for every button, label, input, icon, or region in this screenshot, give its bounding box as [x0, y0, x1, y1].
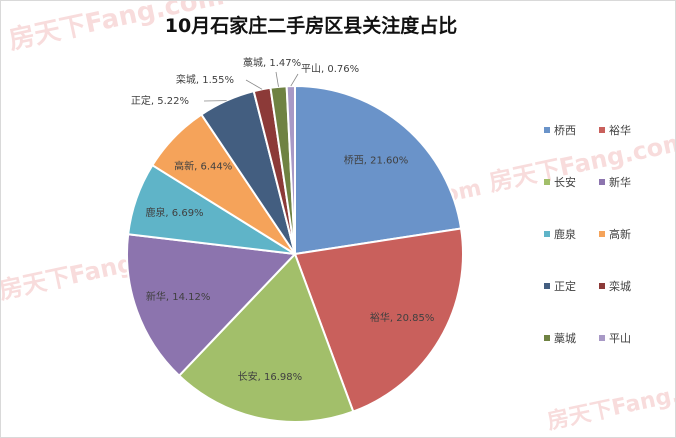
data-label-7: 正定, 5.22%	[131, 94, 189, 107]
legend-swatch-5	[544, 231, 550, 237]
legend-swatch-8	[599, 283, 605, 289]
legend-label-9: 藁城	[554, 332, 576, 345]
legend-swatch-2	[599, 127, 605, 133]
watermark-1: 房天下Fang.com	[486, 127, 675, 196]
legend-swatch-9	[544, 335, 550, 341]
chart-title: 10月石家庄二手房区县关注度占比	[164, 15, 458, 37]
legend-label-5: 鹿泉	[554, 227, 576, 241]
data-label-2: 裕华, 20.85%	[370, 311, 435, 324]
leader-line-10	[290, 73, 299, 87]
legend-label-2: 裕华	[609, 123, 631, 137]
legend-swatch-6	[599, 231, 605, 237]
data-label-10: 平山, 0.76%	[301, 63, 359, 75]
legend-label-10: 平山	[609, 332, 631, 345]
legend-swatch-3	[544, 179, 550, 185]
legend-label-1: 桥西	[554, 124, 576, 137]
leader-line-8	[245, 79, 263, 90]
pie-slice-1	[294, 84, 463, 256]
data-label-1: 桥西, 21.60%	[344, 155, 409, 167]
data-label-3: 长安, 16.98%	[238, 370, 303, 383]
legend-label-8: 栾城	[609, 279, 631, 293]
leader-line-9	[275, 71, 279, 87]
legend-label-7: 正定	[554, 279, 576, 293]
data-label-9: 藁城, 1.47%	[243, 56, 301, 69]
pie-slice-4	[126, 233, 298, 378]
data-label-8: 栾城, 1.55%	[176, 73, 234, 86]
watermark-0: 房天下Fang.com	[6, 1, 227, 56]
legend-swatch-7	[544, 283, 550, 289]
legend-swatch-4	[599, 179, 605, 185]
legend-swatch-1	[544, 127, 550, 133]
pie-slice-3	[177, 252, 355, 423]
watermark-4: 房天下Fang.com	[545, 371, 675, 435]
legend-swatch-10	[599, 335, 605, 341]
legend-label-3: 长安	[554, 175, 576, 189]
legend-label-4: 新华	[609, 175, 631, 189]
data-label-4: 新华, 14.12%	[146, 290, 211, 303]
data-label-6: 高新, 6.44%	[174, 159, 232, 172]
legend-label-6: 高新	[609, 227, 631, 241]
data-label-5: 鹿泉, 6.69%	[145, 206, 203, 219]
